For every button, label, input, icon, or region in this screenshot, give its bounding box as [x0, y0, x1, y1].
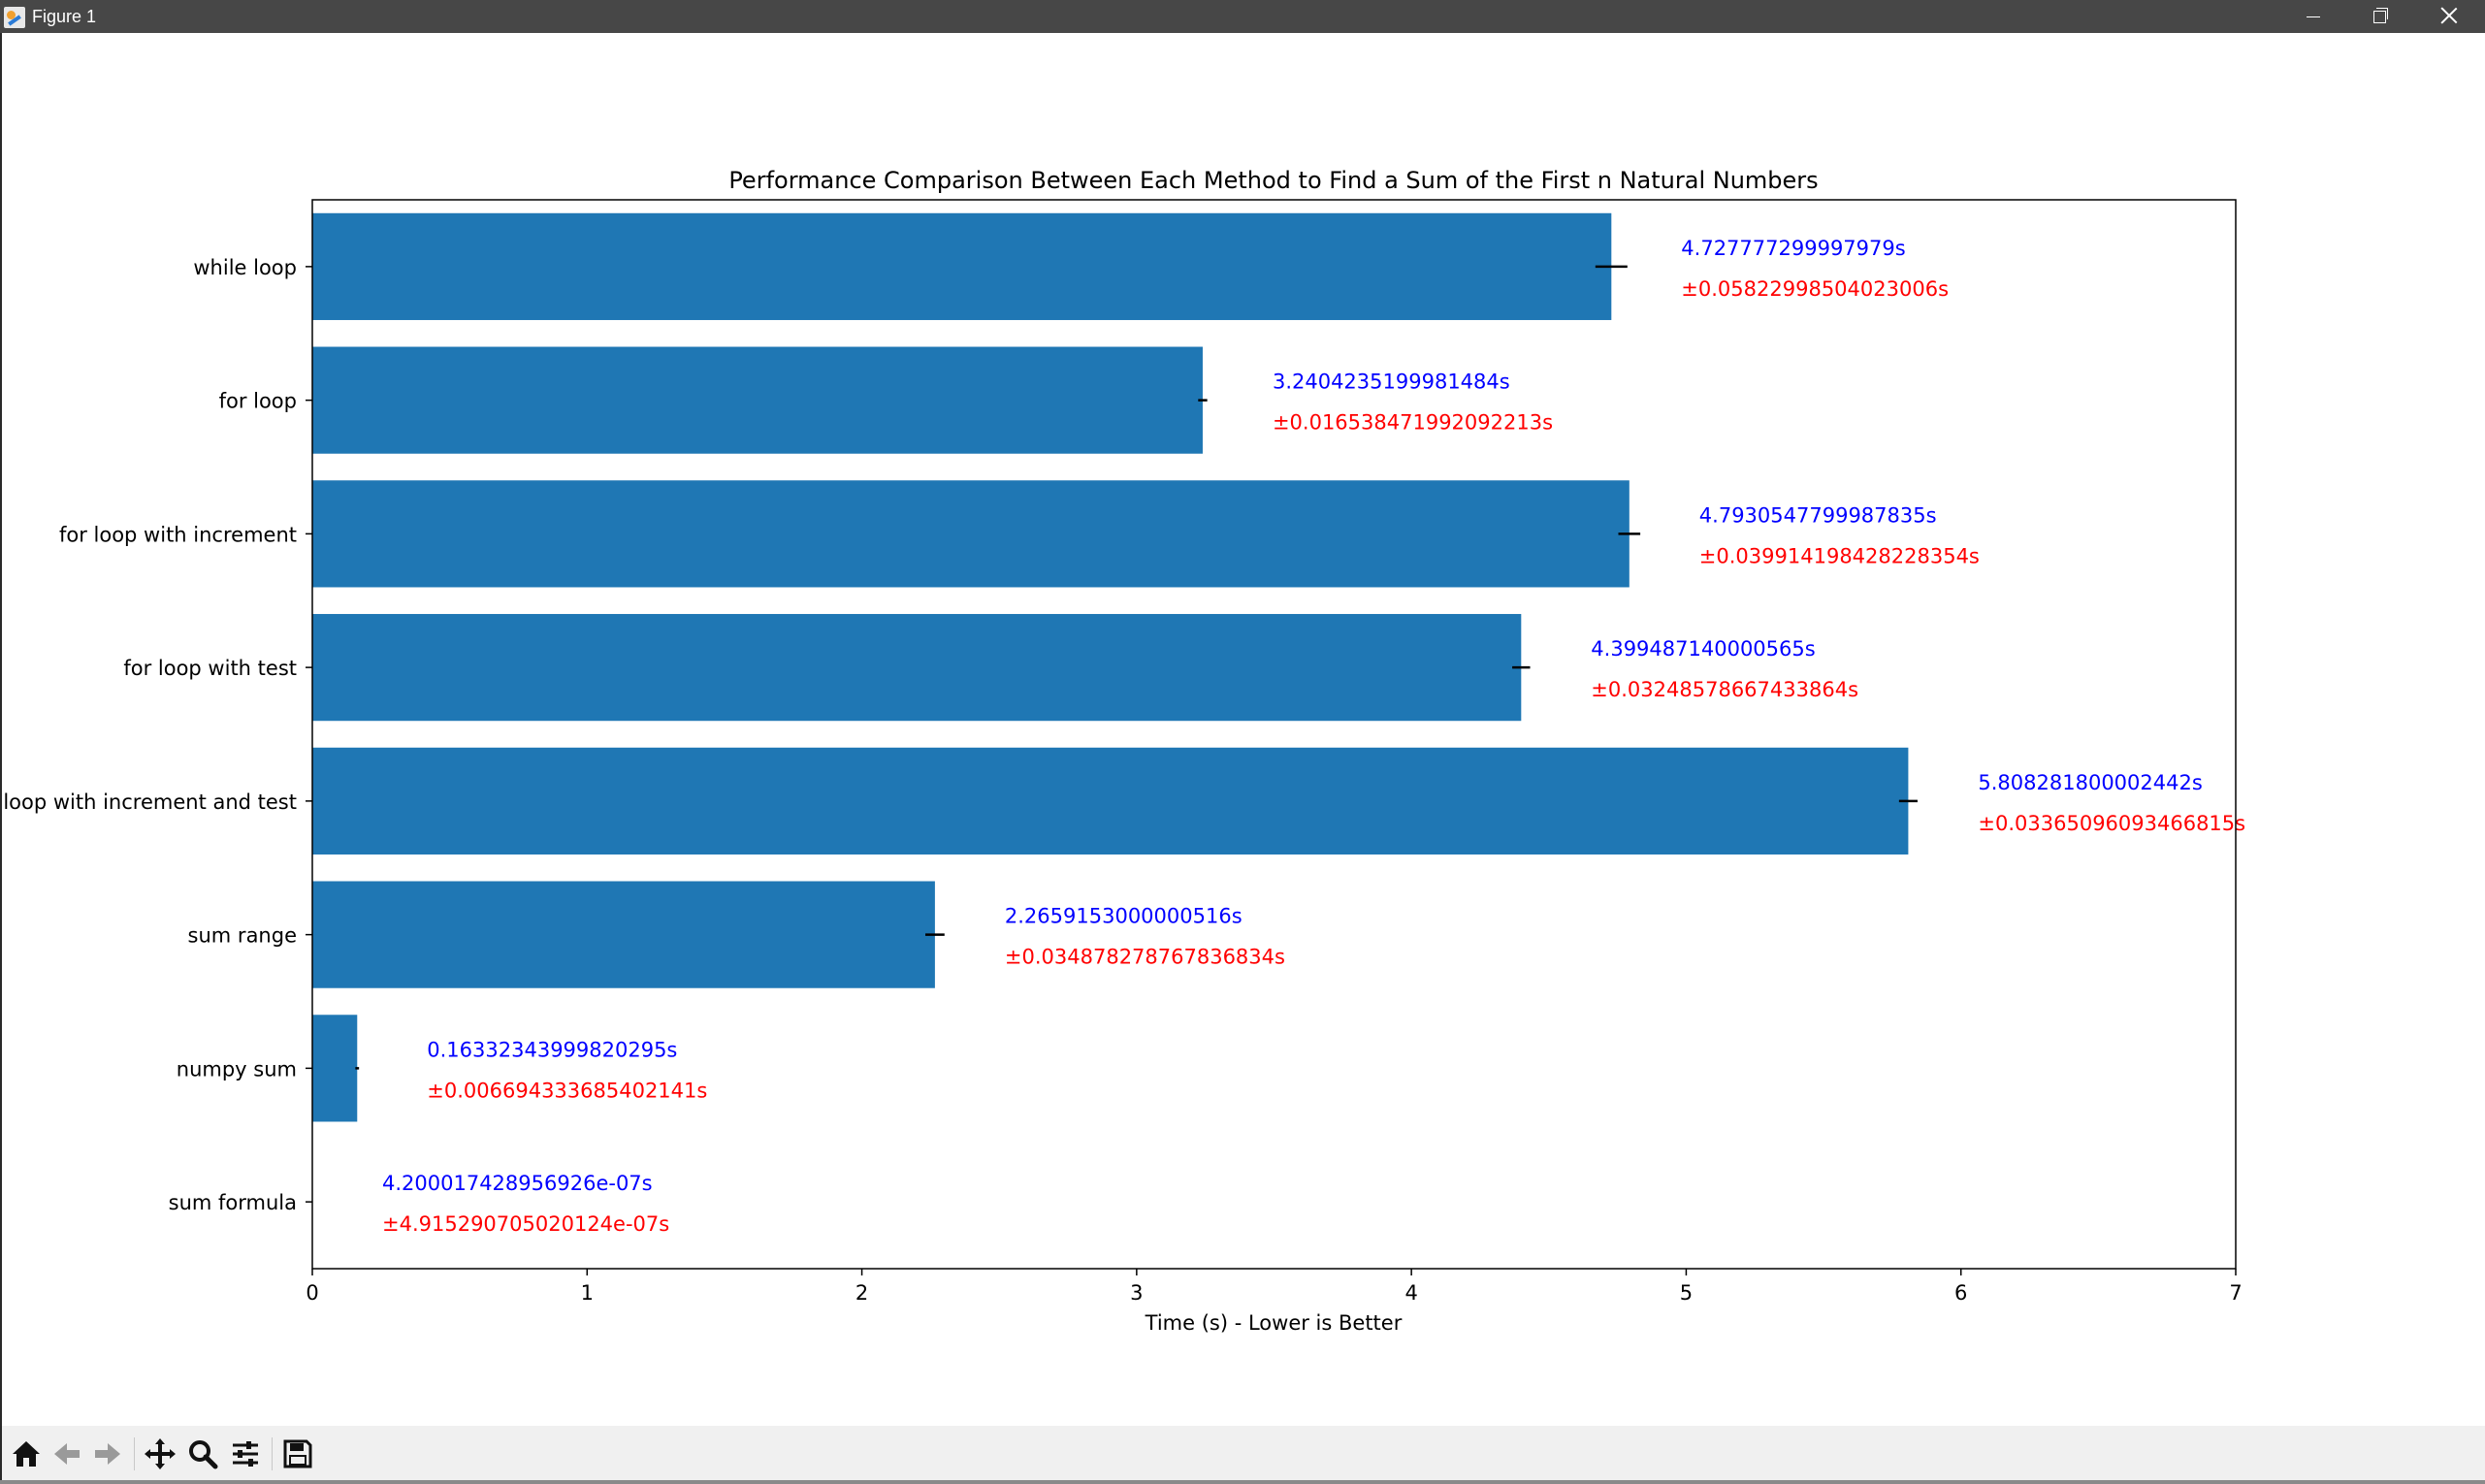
- y-tick-label: numpy sum: [177, 1057, 297, 1081]
- bar-error-label: ±0.03248578667433864s: [1591, 678, 1858, 701]
- bar-value-label: 4.200017428956926e-07s: [382, 1172, 653, 1195]
- bar: [312, 1015, 358, 1122]
- bar-value-label: 5.808281800002442s: [1978, 771, 2202, 794]
- restore-icon: [2376, 8, 2388, 19]
- configure-subplots-icon: [233, 1441, 258, 1467]
- bar-error-label: ±0.039914198428228354s: [1699, 544, 1980, 567]
- x-tick-label: 5: [1680, 1281, 1693, 1305]
- y-tick-label: while loop: [193, 256, 297, 279]
- back-icon: [54, 1443, 80, 1465]
- y-tick-label: for loop with test: [123, 657, 297, 680]
- configure-subplots-button[interactable]: [225, 1434, 266, 1474]
- plot-frame: [311, 199, 2237, 1270]
- navigation-toolbar: [2, 1426, 2485, 1480]
- bar: [312, 346, 1203, 454]
- save-icon: [283, 1439, 312, 1468]
- bar-value-label: 4.7930547799987835s: [1699, 503, 1937, 527]
- zoom-icon: [189, 1440, 218, 1469]
- close-button[interactable]: [2415, 0, 2481, 33]
- pan-button[interactable]: [140, 1434, 180, 1474]
- x-tick-label: 7: [2229, 1281, 2242, 1305]
- bar: [312, 614, 1522, 722]
- bar-value-label: 2.2659153000000516s: [1005, 905, 1242, 928]
- x-tick-label: 2: [855, 1281, 868, 1305]
- save-button[interactable]: [277, 1434, 318, 1474]
- bar: [312, 480, 1630, 588]
- x-axis-label: Time (s) - Lower is Better: [1145, 1311, 1403, 1335]
- bar-value-label: 4.399487140000565s: [1591, 637, 1815, 661]
- restore-button[interactable]: [2346, 0, 2412, 33]
- window-border: [0, 1480, 2485, 1484]
- window-border: [0, 33, 2, 1484]
- bar-error-label: ±0.03365096093466815s: [1978, 812, 2245, 835]
- back-button[interactable]: [47, 1434, 87, 1474]
- window-titlebar: Figure 1: [0, 0, 2485, 33]
- x-tick-label: 3: [1130, 1281, 1143, 1305]
- bars-layer: 4.727777299997979s ±0.05822998504023006s 3…: [311, 212, 2245, 1256]
- y-tick-label: for loop with increment and test: [0, 790, 297, 814]
- x-tick-label: 0: [306, 1281, 318, 1305]
- bar: [312, 747, 1909, 855]
- x-tick-label: 4: [1404, 1281, 1417, 1305]
- y-axis: while loop for loop for loop with incremen…: [0, 256, 312, 1214]
- bar: [312, 212, 1612, 320]
- bar-chart: Performance Comparison Between Each Meth…: [0, 167, 2245, 1335]
- pan-icon: [145, 1438, 176, 1469]
- toolbar-separator: [272, 1437, 273, 1470]
- x-tick-label: 1: [581, 1281, 594, 1305]
- home-button[interactable]: [6, 1434, 47, 1474]
- x-axis: 0 1 2 3 4 5 6 7: [306, 1269, 2243, 1305]
- forward-icon: [95, 1443, 120, 1465]
- bar-error-label: ±0.006694333685402141s: [427, 1079, 707, 1102]
- bar: [312, 881, 935, 988]
- toolbar-separator: [134, 1437, 135, 1470]
- window-title: Figure 1: [32, 7, 97, 26]
- bar-error-label: ±4.915290705020124e-07s: [382, 1212, 669, 1236]
- zoom-button[interactable]: [182, 1434, 223, 1474]
- forward-button[interactable]: [87, 1434, 128, 1474]
- y-tick-label: sum range: [188, 924, 297, 948]
- bar-value-label: 4.727777299997979s: [1681, 237, 1905, 260]
- bar-value-label: 3.2404235199981484s: [1273, 371, 1510, 394]
- bar-error-label: ±0.016538471992092213s: [1273, 411, 1553, 435]
- bar-value-label: 0.16332343999820295s: [427, 1038, 677, 1061]
- minimize-icon: [2307, 16, 2320, 17]
- bar-error-label: ±0.034878278767836834s: [1005, 946, 1285, 969]
- x-tick-label: 6: [1954, 1281, 1967, 1305]
- home-icon: [13, 1441, 40, 1467]
- bar-error-label: ±0.05822998504023006s: [1681, 277, 1949, 301]
- chart-title: Performance Comparison Between Each Meth…: [728, 167, 1818, 194]
- close-icon: [2440, 7, 2458, 24]
- y-tick-label: for loop with increment: [59, 523, 297, 546]
- minimize-button[interactable]: [2279, 0, 2345, 33]
- y-tick-label: sum formula: [169, 1191, 297, 1214]
- matplotlib-app-icon: [4, 7, 25, 28]
- y-tick-label: for loop: [219, 390, 297, 413]
